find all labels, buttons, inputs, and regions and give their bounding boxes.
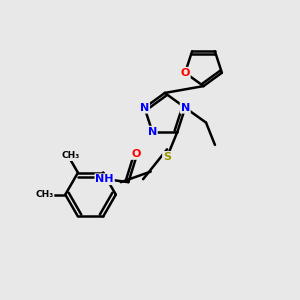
Text: O: O: [131, 149, 140, 159]
Text: CH₃: CH₃: [35, 190, 54, 199]
Text: N: N: [181, 103, 190, 113]
Text: N: N: [148, 127, 157, 136]
Text: O: O: [180, 68, 190, 78]
Text: N: N: [140, 103, 149, 113]
Text: S: S: [163, 152, 171, 162]
Text: CH₃: CH₃: [61, 151, 80, 160]
Text: NH: NH: [95, 174, 114, 184]
